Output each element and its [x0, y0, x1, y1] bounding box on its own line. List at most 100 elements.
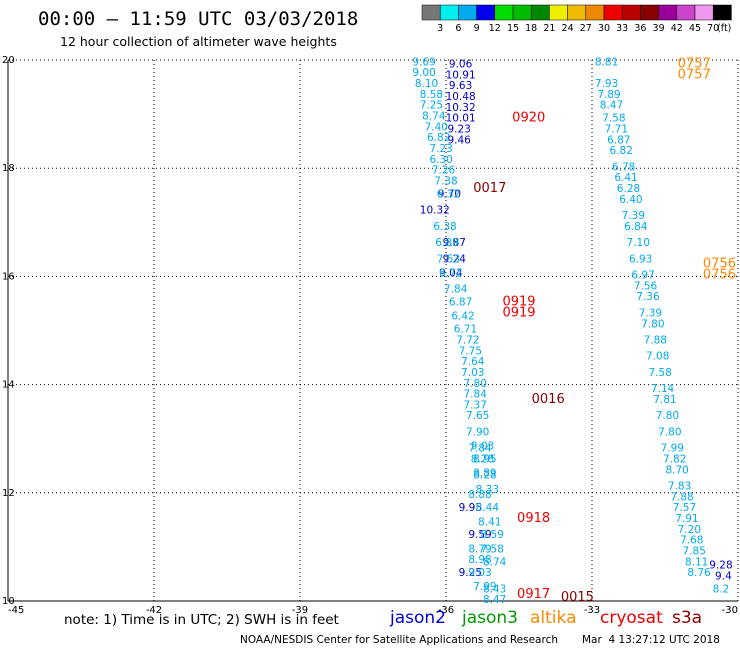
time-label: 0919	[502, 295, 535, 310]
y-tick-label: 18	[2, 163, 15, 174]
wave-height-label: 7.68	[680, 535, 703, 547]
y-tick-label: 10	[2, 596, 15, 607]
colorbar-label: 9	[474, 23, 480, 34]
note-text: note: 1) Time is in UTC; 2) SWH is in fe…	[64, 612, 339, 628]
wave-height-label: 7.23	[429, 143, 452, 155]
wave-height-label: 6.30	[429, 154, 452, 166]
wave-height-label: 7.85	[683, 545, 706, 557]
legend-jason3: jason3	[462, 608, 518, 628]
wave-height-label: 10.01	[446, 113, 476, 125]
legend-jason2: jason2	[390, 608, 446, 628]
x-tick-label: -45	[8, 605, 24, 616]
colorbar-swatch	[712, 4, 732, 21]
wave-height-label: 6.89	[435, 237, 458, 249]
time-label: 0918	[517, 511, 550, 526]
wave-height-label: 8.95	[473, 454, 496, 466]
wave-height-label: 8.89	[473, 468, 496, 480]
colorbar-label: 39	[653, 23, 665, 34]
wave-height-label: 9.00	[412, 67, 435, 79]
wave-height-label: 9.25	[459, 567, 482, 579]
wave-height-label: 8.74	[483, 556, 507, 568]
colorbar-swatch	[512, 4, 532, 21]
wave-height-label: 7.71	[605, 123, 628, 135]
wave-height-label: 8.28	[473, 470, 496, 482]
colorbar-swatch	[549, 4, 568, 21]
wave-height-label: 6.40	[619, 194, 642, 206]
wave-height-label: 9.04	[439, 267, 463, 279]
x-tick-label: -36	[438, 605, 454, 616]
time-label: 0756	[703, 257, 736, 272]
wave-height-label: 7.93	[595, 78, 618, 90]
wave-height-label: 8.44	[476, 502, 500, 514]
wave-height-label: 6.28	[617, 183, 640, 195]
wave-height-label: 7.64	[461, 356, 485, 368]
wave-height-label: 7.88	[644, 334, 667, 346]
wave-height-label: 6.82	[610, 145, 633, 157]
wave-height-label: 9.03	[468, 567, 491, 579]
wave-height-label: 8.11	[685, 556, 708, 568]
wave-height-label: 7.90	[466, 426, 489, 438]
wave-height-label: 8.43	[483, 583, 506, 595]
x-tick-label: -33	[584, 605, 600, 616]
wave-height-label: 9.95	[459, 502, 482, 514]
wave-height-label: 6.41	[614, 172, 637, 184]
wave-height-label: 8.47	[483, 594, 506, 606]
axes-frame	[7, 60, 738, 602]
wave-height-label: 7.26	[432, 165, 456, 177]
wave-height-label: 8.79	[468, 543, 491, 555]
time-label: 0920	[512, 111, 545, 126]
wave-height-label: 9.59	[468, 529, 491, 541]
colorbar-swatch	[694, 4, 714, 21]
wave-height-label: 7.81	[653, 394, 676, 406]
wave-height-label: 9.70	[438, 188, 461, 200]
colorbar-swatch	[658, 4, 678, 21]
colorbar-swatch	[621, 4, 641, 21]
colorbar-swatch	[640, 4, 659, 21]
wave-height-label: 7.14	[651, 383, 675, 395]
wave-height-label: 7.56	[634, 280, 658, 292]
colorbar-label: 3	[437, 23, 443, 34]
wave-height-label: 6.87	[449, 297, 472, 309]
y-tick-label: 12	[2, 488, 15, 499]
colorbar-label: 42	[671, 23, 683, 34]
wave-height-label: 7.80	[641, 318, 664, 330]
wave-height-label: 8.76	[687, 567, 711, 579]
wave-height-label: 7.75	[459, 345, 482, 357]
wave-height-label: 6.72	[439, 267, 462, 279]
time-label: 0757	[678, 67, 711, 82]
colorbar-swatch	[476, 4, 496, 21]
wave-height-label: 10.48	[446, 91, 476, 103]
wave-height-label: 7.65	[466, 410, 489, 422]
wave-height-label: 7.84	[444, 284, 468, 296]
legend-s3a: s3a	[672, 608, 703, 628]
wave-height-label: 9.4	[715, 570, 732, 582]
wave-height-label: 6.84	[624, 221, 648, 233]
wave-height-label: 7.38	[434, 175, 457, 187]
wave-height-label: 8.47	[600, 100, 623, 112]
wave-height-label: 8.33	[476, 484, 499, 496]
x-tick-label: -39	[292, 605, 308, 616]
wave-height-label: 9.63	[449, 80, 472, 92]
wave-height-label: 10.32	[446, 102, 476, 114]
wave-height-label: 8.10	[415, 78, 438, 90]
wave-height-label: 8.28	[471, 454, 494, 466]
wave-height-label: 7.89	[597, 89, 620, 101]
chart-title: 00:00 – 11:59 UTC 03/03/2018	[38, 8, 359, 30]
colorbar-label: 15	[507, 23, 519, 34]
colorbar-swatch	[603, 4, 623, 21]
colorbar-swatch	[676, 4, 696, 21]
wave-height-label: 7.58	[481, 543, 504, 555]
wave-height-label: 7.25	[420, 100, 443, 112]
colorbar-label: 6	[455, 23, 461, 34]
wave-height-label: 7.83	[668, 481, 691, 493]
wave-height-label: 7.80	[658, 426, 681, 438]
data-labels: 9.0610.919.6310.4810.3210.019.239.469.70…	[412, 56, 732, 606]
wave-height-label: 9.28	[709, 560, 732, 572]
wave-height-label: 7.91	[675, 513, 698, 525]
colorbar-swatch	[421, 4, 441, 21]
wave-height-label: 6.87	[607, 134, 630, 146]
y-tick-label: 14	[2, 380, 15, 391]
wave-height-label: 7.58	[648, 367, 671, 379]
colorbar-label: 36	[634, 23, 646, 34]
